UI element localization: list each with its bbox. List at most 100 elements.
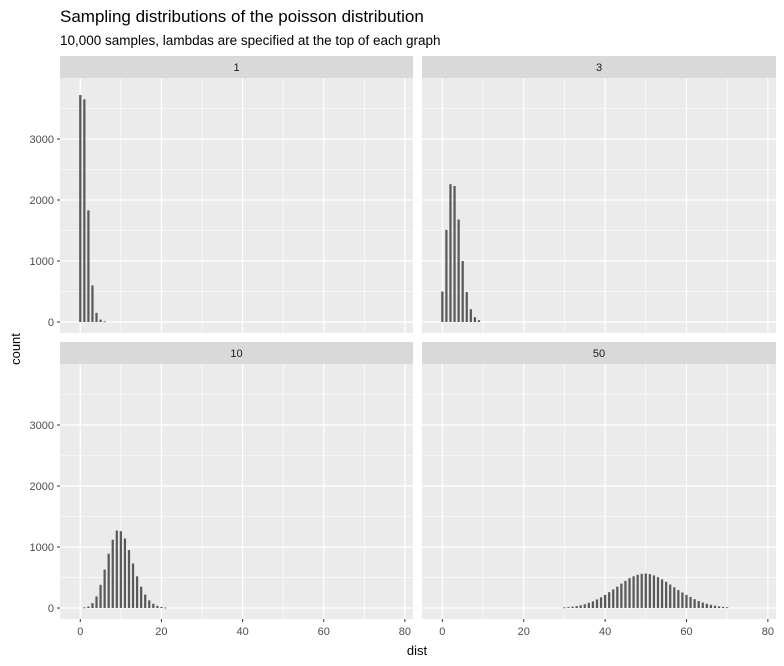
bar (632, 576, 635, 609)
bar (677, 590, 680, 609)
bar (103, 321, 106, 323)
bar (449, 184, 452, 323)
y-tick-label: 0 (48, 317, 54, 329)
bar (717, 606, 721, 609)
bar (685, 594, 688, 609)
facet-50: 50 0 20 40 60 80 (422, 342, 776, 638)
y-tick-label: 3000 (30, 134, 54, 146)
bar (119, 531, 122, 609)
bar (624, 580, 627, 609)
y-tick-label: 1000 (30, 542, 54, 554)
y-tick-label: 3000 (30, 420, 54, 432)
bar (599, 597, 603, 609)
bar (595, 599, 599, 609)
bar (575, 606, 578, 609)
bar (115, 530, 118, 609)
bar (652, 575, 656, 609)
bar (469, 309, 472, 323)
bar (656, 577, 660, 609)
bar (152, 603, 155, 609)
x-tick-label: 60 (318, 626, 330, 638)
chart-title: Sampling distributions of the poisson di… (60, 7, 424, 26)
x-tick-label: 20 (155, 626, 167, 638)
x-tick-label: 20 (518, 626, 530, 638)
y-tick-label: 1000 (30, 256, 54, 268)
bar (640, 573, 643, 609)
bar (628, 578, 631, 609)
bar (156, 605, 159, 609)
bar (95, 596, 98, 609)
x-tick-label: 60 (680, 626, 692, 638)
bar (620, 583, 623, 609)
bar (99, 584, 102, 609)
bar (477, 320, 481, 323)
bar (571, 606, 574, 609)
facet-strip-label: 10 (230, 348, 242, 360)
bar (681, 592, 684, 609)
bar (665, 581, 668, 609)
bar (587, 602, 590, 609)
bar (669, 584, 672, 609)
bar (563, 607, 566, 609)
y-tick-label: 2000 (30, 481, 54, 493)
bar (612, 589, 615, 609)
bar (83, 607, 86, 609)
bar (673, 587, 676, 609)
bar (131, 563, 135, 609)
x-tick-label: 40 (599, 626, 611, 638)
facet-strip (422, 56, 776, 78)
panel-background (422, 78, 776, 333)
bar (616, 586, 619, 609)
x-tick-label: 0 (77, 626, 83, 638)
bar (111, 539, 114, 609)
y-tick-label: 0 (48, 603, 54, 615)
bar (127, 550, 131, 609)
bar (107, 553, 110, 609)
bar (87, 606, 90, 609)
bar (91, 285, 94, 323)
bar (95, 312, 98, 323)
y-tick-label: 2000 (30, 195, 54, 207)
bar (567, 607, 570, 609)
bar (697, 601, 700, 609)
facet-strip-label: 3 (596, 62, 602, 74)
facet-strip-label: 1 (233, 62, 239, 74)
bar (701, 602, 704, 609)
bar (705, 603, 708, 609)
facet-strip (60, 342, 413, 364)
bar (693, 599, 696, 609)
bar (721, 606, 725, 609)
facet-strip (60, 56, 413, 78)
bar (583, 604, 586, 609)
x-tick-label: 80 (762, 626, 774, 638)
bar (591, 601, 595, 609)
bar (465, 292, 468, 323)
bar (608, 592, 611, 609)
bar (144, 594, 147, 609)
facet-strip (422, 342, 776, 364)
y-axis-title: count (8, 333, 23, 365)
bar (579, 605, 582, 609)
bar (441, 291, 444, 323)
x-axis-title: dist (407, 643, 428, 658)
bar (603, 594, 607, 609)
bar (457, 219, 460, 323)
facet-strip-label: 50 (593, 348, 605, 360)
panel-background (60, 78, 413, 333)
panel-background (422, 364, 776, 619)
bar (99, 319, 102, 323)
x-tick-label: 0 (439, 626, 445, 638)
panel-background (60, 364, 413, 619)
bar (140, 586, 143, 609)
bar (660, 579, 664, 609)
bar (644, 573, 647, 609)
bar (473, 317, 477, 323)
bar (709, 604, 713, 609)
bar (453, 185, 456, 323)
bar (445, 229, 448, 323)
bar (160, 606, 163, 609)
bar (103, 569, 106, 609)
bar (726, 607, 729, 609)
